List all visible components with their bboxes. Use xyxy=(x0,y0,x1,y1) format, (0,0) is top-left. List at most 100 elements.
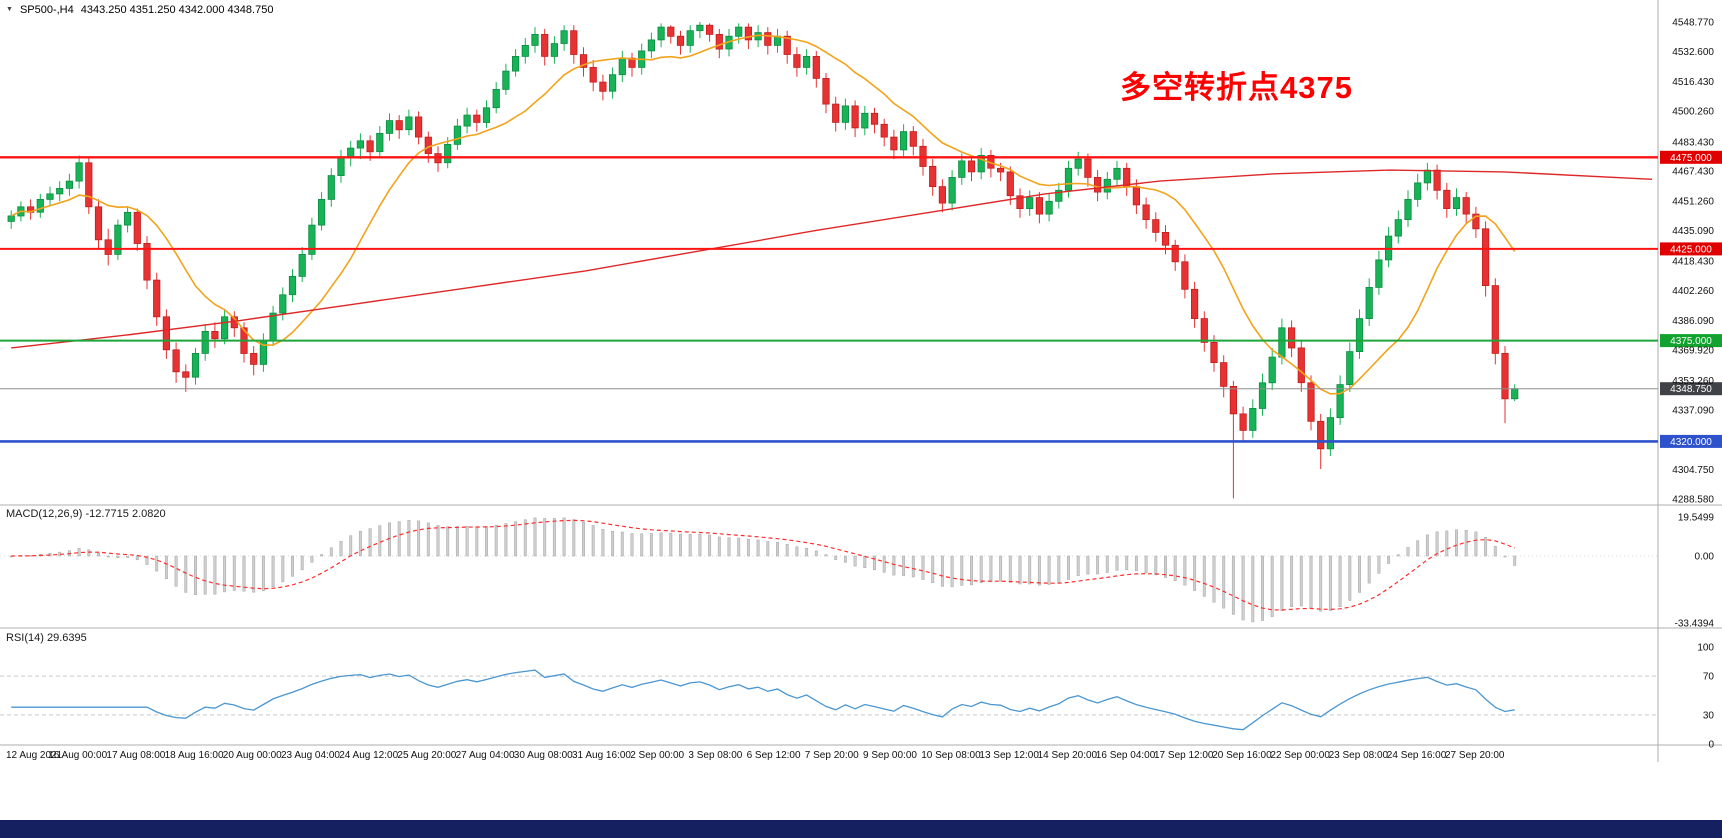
time-axis-label[interactable]: 13 Sep 12:00 xyxy=(979,750,1039,761)
time-axis-label[interactable]: 6 Sep 12:00 xyxy=(747,750,801,761)
price-axis-label[interactable]: 4435.090 xyxy=(1672,226,1714,237)
time-axis-label[interactable]: 7 Sep 20:00 xyxy=(805,750,859,761)
price-axis-label[interactable]: 4418.430 xyxy=(1672,256,1714,267)
candle xyxy=(250,346,258,376)
candle xyxy=(676,30,685,55)
price-tag-label: 4320.000 xyxy=(1670,437,1712,448)
time-axis-label[interactable]: 10 Sep 08:00 xyxy=(921,750,981,761)
candle xyxy=(1074,151,1082,176)
candle xyxy=(1491,278,1499,365)
time-axis-label[interactable]: 17 Aug 08:00 xyxy=(106,750,165,761)
candle xyxy=(938,179,947,213)
candle xyxy=(609,67,617,99)
candle xyxy=(783,30,791,64)
candle xyxy=(861,105,869,136)
candle xyxy=(1161,225,1170,255)
time-axis-label[interactable]: 9 Sep 00:00 xyxy=(863,750,917,761)
price-axis-label[interactable]: 4288.580 xyxy=(1672,495,1714,506)
candle xyxy=(1123,162,1131,196)
time-axis-label[interactable]: 20 Aug 00:00 xyxy=(223,750,282,761)
time-axis-label[interactable]: 14 Sep 20:00 xyxy=(1038,750,1098,761)
price-tag-label: 4475.000 xyxy=(1670,153,1712,164)
price-axis-label[interactable]: 4402.260 xyxy=(1672,286,1714,297)
rsi-line xyxy=(11,669,1515,731)
price-tag-4348.750 xyxy=(1660,382,1722,396)
candle xyxy=(182,364,190,392)
rsi-axis-label: 0 xyxy=(1708,740,1714,751)
price-axis-label[interactable]: 4500.260 xyxy=(1672,106,1714,117)
candle xyxy=(1103,171,1111,200)
candle xyxy=(1355,309,1364,359)
candle xyxy=(385,113,394,141)
price-axis-label[interactable]: 4516.430 xyxy=(1672,77,1714,88)
price-axis-label[interactable]: 4369.920 xyxy=(1672,345,1714,356)
candle xyxy=(1326,408,1334,457)
candle xyxy=(764,27,772,55)
time-axis-label[interactable]: 3 Sep 08:00 xyxy=(688,750,742,761)
candle xyxy=(570,25,578,64)
time-axis-label[interactable]: 22 Sep 00:00 xyxy=(1270,750,1330,761)
candle xyxy=(541,28,549,66)
candle xyxy=(550,36,559,64)
price-tag-label: 4348.750 xyxy=(1670,384,1712,395)
time-axis-label[interactable]: 18 Aug 16:00 xyxy=(165,750,224,761)
price-axis-label[interactable]: 4532.600 xyxy=(1672,47,1714,58)
price-axis-label[interactable]: 4304.750 xyxy=(1672,465,1714,476)
candle xyxy=(347,140,355,167)
price-axis-label[interactable]: 4386.090 xyxy=(1672,316,1714,327)
time-axis-label[interactable]: 16 Sep 04:00 xyxy=(1096,750,1156,761)
candle xyxy=(211,322,219,348)
candle xyxy=(444,137,452,169)
price-axis-label[interactable]: 4548.770 xyxy=(1672,18,1714,29)
macd-axis-label: 0.00 xyxy=(1695,552,1715,563)
time-axis-label[interactable]: 31 Aug 16:00 xyxy=(572,750,631,761)
candle xyxy=(201,324,209,361)
candle xyxy=(327,168,335,207)
time-axis-label[interactable]: 20 Sep 16:00 xyxy=(1212,750,1272,761)
candle xyxy=(1346,342,1354,392)
price-axis-label[interactable]: 4483.430 xyxy=(1672,137,1714,148)
chart-annotation-text[interactable]: 多空转折点4375 xyxy=(1120,70,1353,105)
candle xyxy=(1452,188,1461,216)
candle xyxy=(822,72,830,114)
time-axis-label[interactable]: 27 Aug 04:00 xyxy=(456,750,515,761)
time-axis-label[interactable]: 25 Aug 20:00 xyxy=(397,750,456,761)
candle xyxy=(434,146,442,172)
time-axis-label[interactable]: 24 Aug 12:00 xyxy=(339,750,398,761)
candle xyxy=(162,309,170,359)
candle xyxy=(133,208,141,251)
candle xyxy=(686,25,694,53)
candle xyxy=(521,38,529,64)
time-axis-label[interactable]: 23 Sep 08:00 xyxy=(1329,750,1389,761)
macd-axis-label: -33.4394 xyxy=(1675,618,1715,629)
macd-indicator-label: MACD(12,26,9) -12.7715 2.0820 xyxy=(6,508,166,520)
time-axis-label[interactable]: 27 Sep 20:00 xyxy=(1445,750,1505,761)
time-axis-label[interactable]: 17 Sep 12:00 xyxy=(1154,750,1214,761)
price-axis-label[interactable]: 4337.090 xyxy=(1672,406,1714,417)
candle xyxy=(473,109,481,132)
candle xyxy=(1229,380,1237,499)
candle xyxy=(230,311,238,337)
time-axis-label[interactable]: 23 Aug 04:00 xyxy=(281,750,340,761)
time-axis-label[interactable]: 12 Aug 2021 xyxy=(6,750,63,761)
price-axis-label[interactable]: 4353.260 xyxy=(1672,376,1714,387)
price-axis-label[interactable]: 4467.430 xyxy=(1672,167,1714,178)
time-axis-label[interactable]: 24 Sep 16:00 xyxy=(1387,750,1447,761)
taskbar[interactable] xyxy=(0,820,1722,838)
candle xyxy=(46,186,54,205)
time-axis-label[interactable]: 30 Aug 08:00 xyxy=(514,750,573,761)
candle xyxy=(298,247,306,282)
candle xyxy=(929,159,937,196)
rsi-axis-label: 100 xyxy=(1697,643,1714,654)
candle xyxy=(143,236,151,290)
symbol-marker-icon: ▼ xyxy=(6,5,13,13)
candle xyxy=(220,309,229,345)
time-axis-label[interactable]: 16 Aug 00:00 xyxy=(48,750,107,761)
price-axis-label[interactable]: 4451.260 xyxy=(1672,196,1714,207)
candle xyxy=(909,126,917,156)
candle xyxy=(1006,166,1014,205)
candle xyxy=(1423,162,1431,191)
time-axis-label[interactable]: 2 Sep 00:00 xyxy=(630,750,684,761)
